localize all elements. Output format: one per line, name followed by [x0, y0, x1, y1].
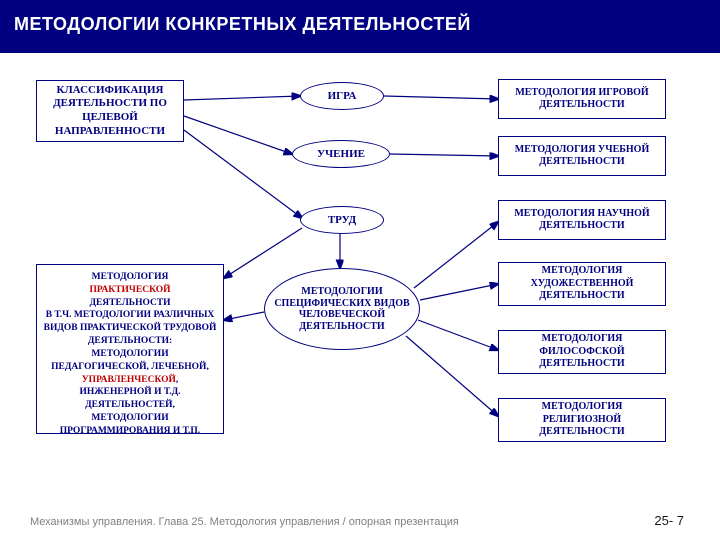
- edge-specific-m_rel: [406, 336, 498, 416]
- node-labor: ТРУД: [300, 206, 384, 234]
- edge-specific-m_phil: [418, 320, 498, 350]
- node-practice: МЕТОДОЛОГИЯПРАКТИЧЕСКОЙДЕЯТЕЛЬНОСТИВ Т.Ч…: [36, 264, 224, 434]
- edge-classif-game: [184, 96, 300, 100]
- edge-study-m_study: [390, 154, 498, 156]
- slide-number: 25- 7: [654, 513, 684, 528]
- slide-title: МЕТОДОЛОГИИ КОНКРЕТНЫХ ДЕЯТЕЛЬНОСТЕЙ: [14, 14, 471, 34]
- edge-specific-practice: [224, 312, 264, 320]
- node-study: УЧЕНИЕ: [292, 140, 390, 168]
- node-specific: МЕТОДОЛОГИИ СПЕЦИФИЧЕСКИХ ВИДОВ ЧЕЛОВЕЧЕ…: [264, 268, 420, 350]
- node-m_sci: МЕТОДОЛОГИЯ НАУЧНОЙ ДЕЯТЕЛЬНОСТИ: [498, 200, 666, 240]
- node-m_game: МЕТОДОЛОГИЯ ИГРОВОЙ ДЕЯТЕЛЬНОСТИ: [498, 79, 666, 119]
- node-m_art: МЕТОДОЛОГИЯ ХУДОЖЕСТВЕННОЙ ДЕЯТЕЛЬНОСТИ: [498, 262, 666, 306]
- footer-caption: Механизмы управления. Глава 25. Методоло…: [30, 516, 459, 528]
- node-m_phil: МЕТОДОЛОГИЯ ФИЛОСОФСКОЙ ДЕЯТЕЛЬНОСТИ: [498, 330, 666, 374]
- slide-header: МЕТОДОЛОГИИ КОНКРЕТНЫХ ДЕЯТЕЛЬНОСТЕЙ: [0, 0, 720, 53]
- node-m_study: МЕТОДОЛОГИЯ УЧЕБНОЙ ДЕЯТЕЛЬНОСТИ: [498, 136, 666, 176]
- node-classif: КЛАССИФИКАЦИЯ ДЕЯТЕЛЬНОСТИ ПО ЦЕЛЕВОЙ НА…: [36, 80, 184, 142]
- edge-classif-labor: [184, 130, 302, 218]
- edge-specific-m_art: [420, 284, 498, 300]
- edge-classif-study: [184, 116, 292, 154]
- edge-specific-m_sci: [414, 222, 498, 288]
- edge-game-m_game: [384, 96, 498, 99]
- node-game: ИГРА: [300, 82, 384, 110]
- node-m_rel: МЕТОДОЛОГИЯ РЕЛИГИОЗНОЙ ДЕЯТЕЛЬНОСТИ: [498, 398, 666, 442]
- edge-labor-practice: [224, 228, 302, 278]
